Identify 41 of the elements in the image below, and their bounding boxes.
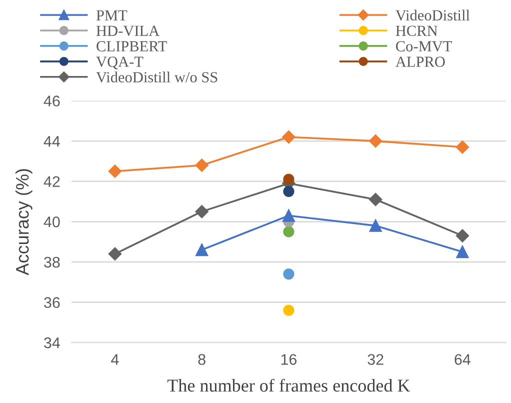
legend-label: VQA-T [96,56,144,70]
y-tick-label: 38 [44,256,60,268]
point [195,204,208,218]
legend-label: HCRN [396,26,438,36]
point [369,219,382,232]
x-tick-label: 64 [454,354,471,365]
y-tick-label: 34 [44,337,60,348]
point [108,164,122,178]
point [108,247,122,260]
point [283,304,294,316]
point [196,244,208,256]
legend-label: CLIPBERT [96,41,167,52]
point [283,268,294,280]
point [368,192,382,206]
y-tick-label: 46 [44,96,60,106]
point [283,226,294,238]
legend-label: Co-MVT [396,41,452,52]
y-tick-label: 44 [44,136,60,147]
point [368,134,382,148]
point [282,130,296,144]
y-tick-label: 42 [44,176,60,187]
y-tick-label: 40 [44,216,60,228]
y-tick-label: 36 [44,297,60,308]
legend-label: HD-VILA [96,26,160,36]
legend-label: VideoDistill w/o SS [96,72,218,82]
point [456,229,470,242]
point [283,174,294,185]
x-tick-label: 8 [198,354,206,365]
point [283,186,294,197]
legend-label: ALPRO [396,56,445,67]
x-tick-label: 32 [368,354,384,365]
legend-label: VideoDistill [396,10,470,21]
point [456,140,470,154]
legend-label: PMT [96,10,128,20]
point [282,209,295,222]
point [195,158,208,172]
y-axis-title: Accuracy (%) [15,169,32,276]
x-tick-label: 16 [281,354,297,365]
x-tick-label: 4 [111,354,119,365]
point [456,246,469,258]
x-axis-title: The number of frames encoded K [167,378,410,392]
